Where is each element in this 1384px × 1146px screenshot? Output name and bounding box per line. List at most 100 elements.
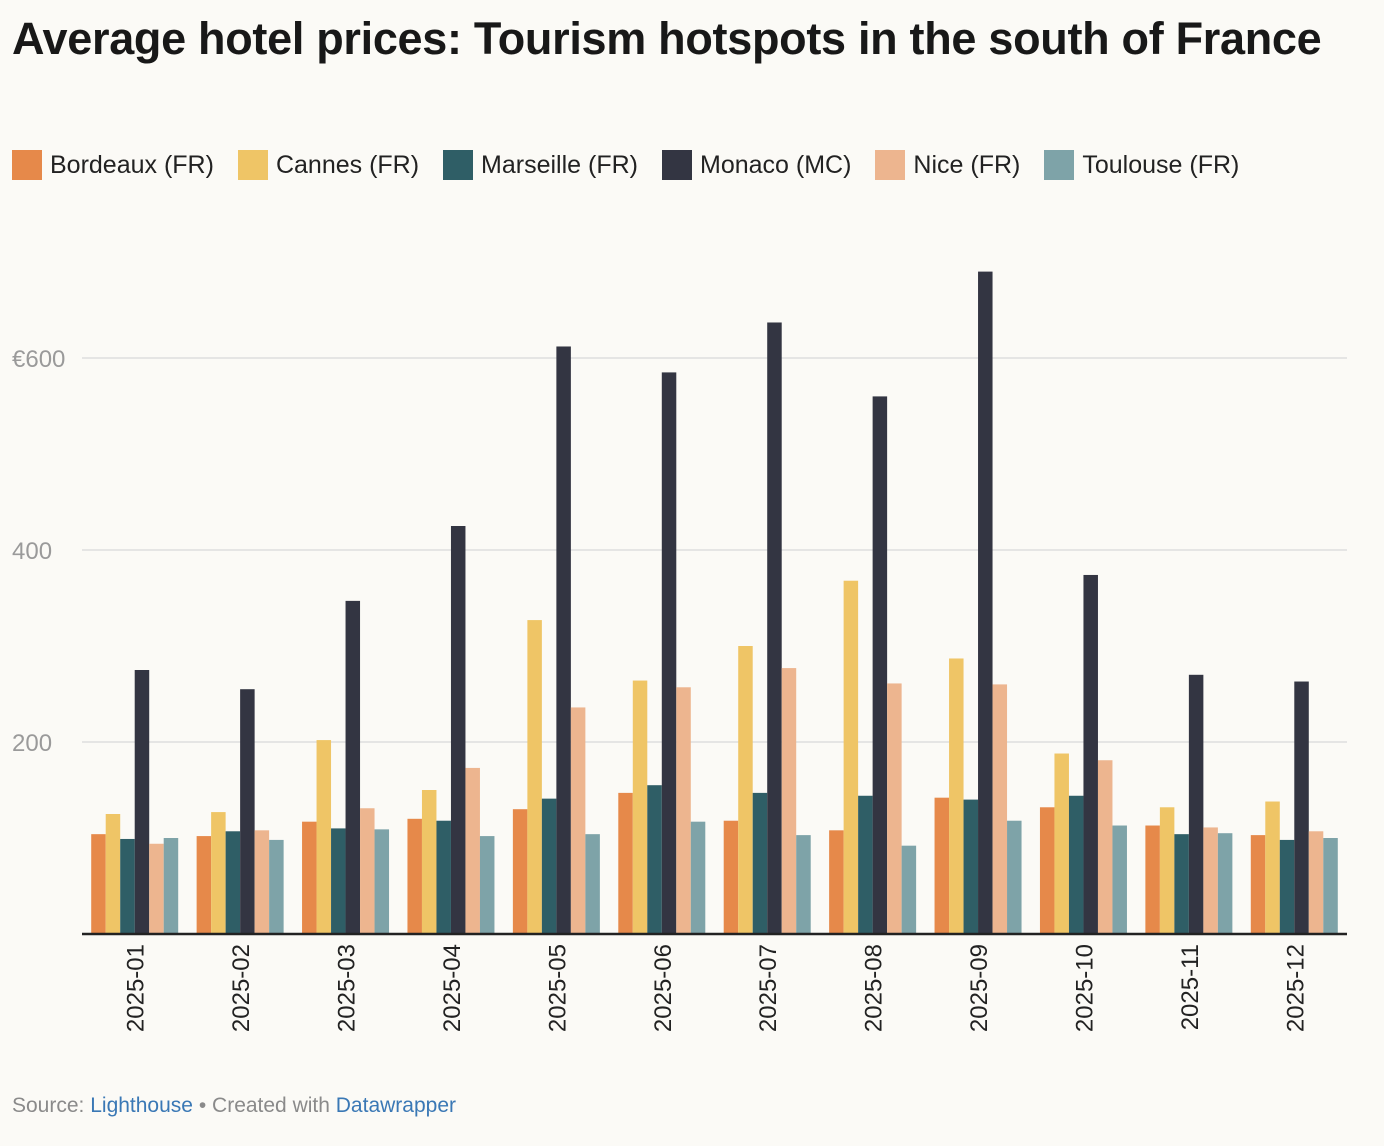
bar: [374, 829, 390, 934]
bar: [647, 785, 662, 934]
bar: [796, 835, 811, 934]
bar: [120, 838, 135, 934]
bar: [858, 795, 873, 934]
bar-chart: 200 400 €600 2025-01 2025-02 2025-03 2025-04 20…: [12, 271, 1347, 1032]
legend-swatch: [12, 150, 42, 180]
x-tick-label: 2025-05: [544, 944, 571, 1032]
chart-title: Average hotel prices: Tourism hotspots i…: [12, 13, 1322, 64]
bar: [105, 814, 121, 934]
legend-swatch: [875, 150, 906, 180]
created-with-label: Created with: [212, 1094, 330, 1117]
legend-swatch: [237, 150, 268, 180]
legend-item: Monaco (MC): [662, 150, 851, 180]
x-tick-label: 2025-11: [1177, 944, 1204, 1030]
bar: [1323, 838, 1338, 934]
bar: [316, 740, 332, 934]
bar: [901, 845, 917, 934]
bar: [767, 322, 782, 935]
bar: [149, 843, 164, 934]
legend-label: Cannes (FR): [275, 150, 420, 179]
bar: [196, 836, 212, 934]
bar: [963, 799, 979, 934]
bar: [570, 707, 586, 934]
bar: [527, 620, 542, 934]
bar: [632, 680, 648, 934]
legend-item: Cannes (FR): [237, 150, 420, 180]
legend-item: Bordeaux (FR): [12, 150, 214, 180]
bar: [1308, 831, 1324, 934]
bar: [254, 830, 270, 934]
legend-label: Monaco (MC): [700, 150, 852, 179]
bar: [723, 820, 739, 934]
bar: [240, 689, 255, 934]
y-tick-label: 400: [12, 538, 52, 565]
x-tick-label: 2025-09: [966, 944, 993, 1032]
legend-label: Nice (FR): [913, 150, 1021, 179]
legend-swatch: [443, 150, 474, 180]
bar: [163, 838, 179, 934]
bar: [1112, 825, 1127, 934]
bar: [1083, 574, 1098, 934]
footer-separator: •: [198, 1094, 207, 1117]
bar: [269, 839, 284, 934]
bar: [978, 271, 993, 935]
bar: [1188, 674, 1204, 934]
bar: [1145, 825, 1160, 934]
bar: [1279, 839, 1295, 934]
bar: [436, 820, 451, 934]
bar: [479, 836, 495, 934]
bar: [843, 580, 859, 934]
bar: [887, 683, 902, 934]
bar: [829, 830, 844, 934]
bar: [465, 767, 480, 934]
source-link[interactable]: Lighthouse: [90, 1094, 193, 1117]
bar: [302, 821, 317, 934]
x-tick-label: 2025-02: [228, 944, 255, 1032]
bar: [225, 831, 241, 934]
bar: [211, 812, 226, 934]
bar: [738, 646, 753, 934]
legend-swatch: [1044, 150, 1075, 180]
bar: [360, 808, 375, 934]
bar: [512, 809, 528, 934]
legend: Bordeaux (FR) Cannes (FR) Marseille (FR) Mo…: [12, 150, 1263, 180]
legend-item: Toulouse (FR): [1044, 150, 1239, 180]
y-tick-label: €600: [12, 346, 65, 373]
x-tick-label: 2025-04: [439, 944, 466, 1032]
bar: [1159, 807, 1175, 934]
bar: [556, 346, 571, 935]
bar: [541, 798, 557, 934]
bar: [949, 658, 964, 934]
bar: [872, 396, 888, 934]
legend-item: Marseille (FR): [443, 150, 638, 180]
legend-label: Marseille (FR): [481, 150, 638, 179]
bar: [992, 684, 1008, 934]
bar: [345, 600, 361, 934]
x-tick-label: 2025-01: [123, 944, 150, 1032]
y-tick-label: 200: [12, 730, 52, 757]
bar: [1007, 820, 1022, 934]
bar: [1203, 827, 1218, 934]
bar: [1265, 801, 1280, 934]
bar: [676, 687, 691, 934]
bar: [1174, 834, 1189, 934]
bar: [752, 792, 768, 934]
bar: [1039, 807, 1055, 934]
footer: Source: Lighthouse • Created with Datawr…: [12, 1094, 456, 1118]
x-tick-label: 2025-10: [1071, 944, 1098, 1032]
bar: [1054, 753, 1069, 934]
bar: [1294, 681, 1309, 934]
bar: [1097, 760, 1113, 934]
bar: [690, 821, 706, 934]
x-tick-label: 2025-08: [861, 944, 888, 1032]
bar: [585, 834, 600, 934]
bar: [407, 818, 422, 934]
bar: [1217, 833, 1233, 934]
x-tick-label: 2025-06: [650, 944, 677, 1032]
bar: [781, 668, 797, 934]
bar: [331, 828, 346, 934]
bar: [618, 792, 633, 934]
datawrapper-link[interactable]: Datawrapper: [335, 1094, 456, 1117]
source-label: Source:: [12, 1094, 85, 1117]
legend-label: Bordeaux (FR): [50, 150, 214, 179]
